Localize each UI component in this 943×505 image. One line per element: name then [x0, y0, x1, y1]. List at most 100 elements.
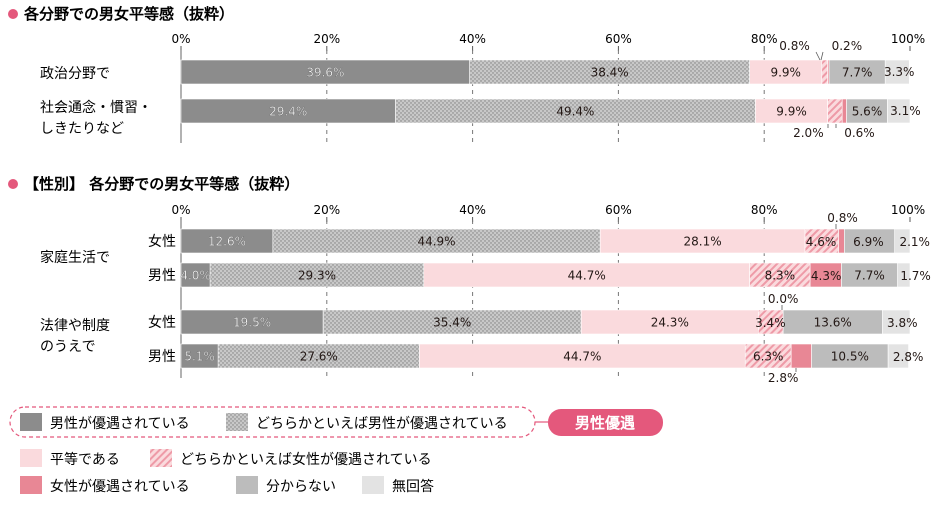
value-label: 44.7%	[563, 350, 601, 364]
bar-segment-female-preferred	[790, 343, 812, 369]
bar-segment-equal	[755, 98, 828, 124]
x-tick-label: 100%	[891, 32, 925, 46]
bar-segment-equal	[749, 59, 823, 85]
value-label: 28.1%	[684, 235, 722, 249]
bar-segment-rather-male	[469, 59, 750, 85]
chart-1-value-labels: 39.6% 38.4% 9.9% 0.8% 0.2% 7.7% 3.3% 29.4% 49.4%…	[269, 39, 921, 140]
bar-segment-female-preferred	[838, 228, 845, 254]
bar-segment-rather-male	[217, 343, 420, 369]
value-label: 0.0%	[768, 292, 799, 306]
legend-swatch-male-preferred	[20, 413, 42, 431]
legend-label-no-answer: 無回答	[392, 478, 434, 495]
legend-swatch-unknown	[236, 476, 258, 494]
x-tick-label: 60%	[605, 32, 632, 46]
value-label: 2.0%	[793, 126, 824, 140]
value-label: 39.6%	[306, 66, 344, 80]
sub-category-label: 女性	[148, 233, 176, 250]
label-leader-line	[820, 51, 824, 61]
value-label: 38.4%	[591, 66, 629, 80]
bar-segment-rather-female	[821, 59, 828, 85]
legend-label-equal: 平等である	[50, 451, 120, 468]
bar-segment-no-answer	[884, 59, 910, 85]
bar-segment-female-preferred	[809, 262, 842, 288]
label-leader-line	[815, 51, 821, 61]
sub-category-label: 男性	[148, 349, 176, 365]
x-tick-label: 40%	[459, 32, 486, 46]
x-tick-label: 100%	[891, 203, 925, 217]
value-label: 3.1%	[890, 104, 921, 118]
legend-swatch-female-preferred	[20, 476, 42, 494]
value-label: 0.8%	[779, 39, 810, 53]
bar-segment-equal	[423, 262, 750, 288]
x-tick-label: 80%	[751, 32, 778, 46]
value-label: 19.5%	[233, 316, 271, 330]
chart-1-bars	[180, 59, 911, 124]
bar-segment-rather-female	[758, 309, 784, 335]
category-label: 法律や制度	[40, 318, 110, 334]
bar-segment-unknown	[844, 228, 895, 254]
bar-segment-unknown	[841, 262, 898, 288]
bar-segment-female-preferred	[841, 98, 847, 124]
category-label: 政治分野で	[40, 66, 110, 82]
x-tick-label: 20%	[313, 203, 340, 217]
bar-segment-rather-male	[209, 262, 425, 288]
chart-2-title: 【性別】 各分野での男女平等感（抜粋）	[24, 175, 299, 193]
legend-label-female-preferred: 女性が優遇されている	[50, 478, 190, 495]
chart-2-ticks: 0% 20% 40% 60% 80% 100%	[171, 203, 925, 222]
bar-segment-rather-male	[322, 309, 582, 335]
value-label: 44.7%	[568, 269, 606, 283]
value-label: 1.7%	[900, 269, 931, 283]
bar-segment-no-answer	[897, 262, 911, 288]
bar-segment-no-answer	[881, 309, 911, 335]
chart-2-bars	[180, 228, 911, 369]
legend-label-male-preferred: 男性が優遇されている	[50, 416, 190, 432]
value-label: 27.6%	[300, 350, 338, 364]
value-label: 2.8%	[768, 371, 799, 385]
value-label: 8.3%	[765, 269, 796, 283]
section-bullet-icon	[8, 9, 18, 19]
value-label: 24.3%	[651, 316, 689, 330]
bar-segment-rather-female	[744, 343, 792, 369]
bar-segment-equal	[599, 228, 806, 254]
bar-segment-male-preferred	[180, 59, 470, 85]
value-label: 4.3%	[811, 269, 842, 283]
legend-swatch-rather-female	[150, 449, 172, 467]
x-tick-label: 0%	[171, 32, 190, 46]
legend-label-unknown: 分からない	[266, 479, 336, 495]
bar-segment-equal	[419, 343, 746, 369]
value-label: 5.1%	[184, 350, 215, 364]
value-label: 13.6%	[814, 316, 852, 330]
value-label: 10.5%	[831, 350, 869, 364]
value-label: 0.8%	[827, 211, 858, 225]
bar-segment-unknown	[782, 309, 883, 335]
bar-segment-no-answer	[887, 98, 911, 124]
category-label: 社会通念・慣習・	[40, 99, 152, 116]
bar-segment-male-preferred	[180, 309, 324, 335]
legend-swatch-no-answer	[362, 476, 384, 494]
value-label: 4.0%	[180, 269, 211, 283]
bar-segment-male-preferred	[180, 262, 211, 288]
value-label: 7.7%	[854, 269, 885, 283]
x-tick-label: 40%	[459, 203, 486, 217]
bar-segment-no-answer	[887, 343, 909, 369]
bar-segment-equal	[580, 309, 759, 335]
sub-category-label: 女性	[148, 314, 176, 331]
value-label: 44.9%	[417, 235, 455, 249]
bar-segment-rather-female	[804, 228, 839, 254]
value-label: 9.9%	[770, 66, 801, 80]
category-label: しきたりなど	[40, 121, 124, 137]
chart-1-title: 各分野での男女平等感（抜粋）	[23, 5, 234, 23]
bar-segment-no-answer	[894, 228, 911, 254]
value-label: 3.8%	[887, 316, 918, 330]
bar-segment-rather-female	[827, 98, 843, 124]
value-label: 3.3%	[884, 65, 915, 79]
bar-segment-unknown	[846, 98, 888, 124]
legend-swatch-equal	[20, 449, 42, 467]
value-label: 2.1%	[899, 235, 930, 249]
value-label: 5.6%	[852, 105, 883, 119]
bar-segment-unknown	[828, 59, 886, 85]
male-preferred-badge-label: 男性優遇	[575, 414, 635, 432]
